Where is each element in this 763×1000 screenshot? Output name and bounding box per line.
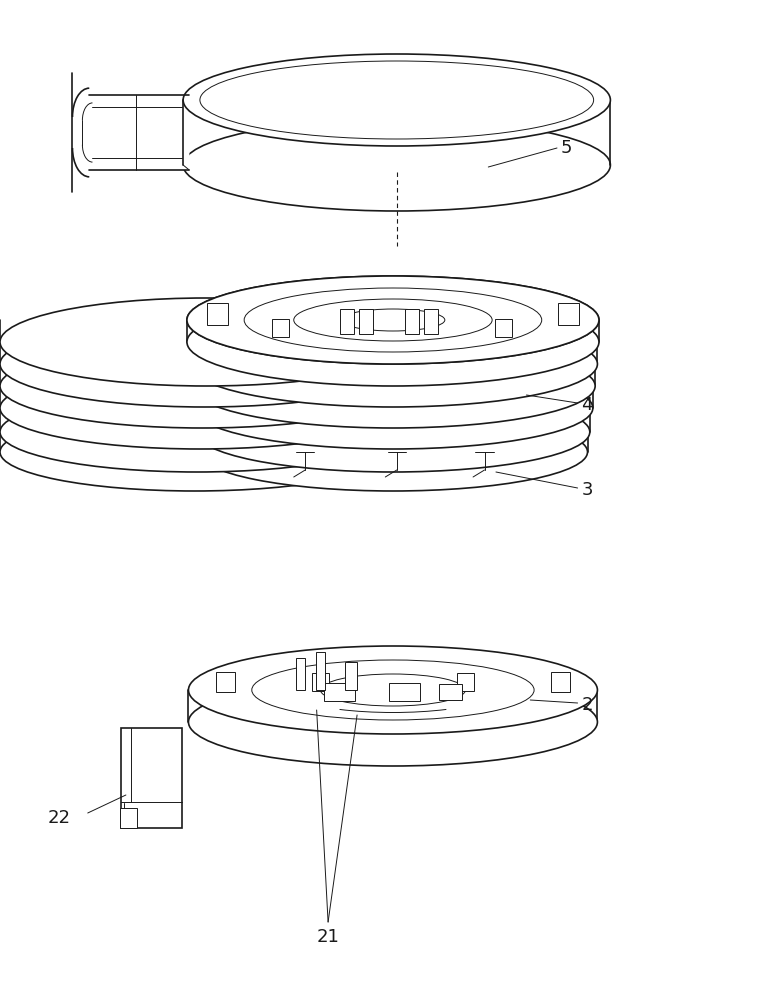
Text: 21: 21 [317, 928, 340, 946]
Bar [359, 309, 373, 334]
Ellipse shape [183, 54, 610, 146]
Ellipse shape [188, 646, 597, 734]
Bar [340, 309, 354, 334]
Polygon shape [191, 364, 595, 386]
Ellipse shape [187, 276, 599, 364]
Bar [296, 658, 305, 690]
Ellipse shape [294, 299, 492, 341]
Bar [558, 303, 579, 325]
Ellipse shape [200, 61, 594, 139]
Bar [207, 303, 228, 325]
Polygon shape [187, 320, 599, 342]
Bar [495, 319, 512, 337]
Ellipse shape [187, 276, 599, 364]
Polygon shape [72, 73, 189, 192]
Bar [345, 662, 357, 690]
Ellipse shape [196, 368, 590, 448]
Ellipse shape [193, 345, 593, 427]
Bar [405, 309, 419, 334]
Polygon shape [198, 432, 588, 452]
Text: 4: 4 [581, 396, 593, 414]
Text: 5: 5 [561, 139, 572, 157]
Ellipse shape [193, 367, 593, 449]
Polygon shape [0, 386, 400, 408]
Ellipse shape [188, 321, 597, 407]
Polygon shape [121, 728, 182, 828]
Polygon shape [0, 342, 409, 364]
Ellipse shape [191, 344, 595, 428]
Polygon shape [0, 408, 394, 432]
Bar [316, 652, 325, 690]
Ellipse shape [0, 367, 400, 449]
Polygon shape [188, 690, 597, 722]
Polygon shape [0, 364, 404, 386]
Bar [120, 808, 137, 828]
Polygon shape [0, 432, 389, 452]
Ellipse shape [0, 344, 404, 428]
Polygon shape [183, 100, 610, 165]
Bar [389, 683, 420, 701]
Ellipse shape [183, 119, 610, 211]
Bar [457, 673, 474, 691]
Bar [272, 319, 289, 337]
Ellipse shape [188, 678, 597, 766]
Polygon shape [193, 386, 593, 408]
Text: 3: 3 [581, 481, 593, 499]
Bar [324, 683, 355, 701]
Polygon shape [0, 320, 412, 342]
Ellipse shape [0, 298, 412, 386]
Ellipse shape [187, 298, 599, 386]
Ellipse shape [0, 321, 409, 407]
Text: 22: 22 [47, 809, 70, 827]
Ellipse shape [252, 660, 534, 720]
Polygon shape [72, 95, 189, 170]
Ellipse shape [188, 299, 597, 385]
Ellipse shape [341, 309, 445, 331]
Ellipse shape [198, 413, 588, 491]
Bar [551, 672, 570, 692]
Bar [424, 309, 438, 334]
Ellipse shape [196, 392, 590, 472]
Ellipse shape [198, 393, 588, 471]
Ellipse shape [320, 674, 465, 706]
Text: 2: 2 [581, 696, 593, 714]
Ellipse shape [0, 413, 389, 491]
Ellipse shape [244, 288, 542, 352]
Polygon shape [196, 408, 590, 432]
Ellipse shape [0, 392, 394, 472]
Ellipse shape [191, 322, 595, 406]
Bar [215, 672, 234, 692]
Polygon shape [188, 342, 597, 364]
Bar [312, 673, 329, 691]
Bar [439, 684, 462, 700]
